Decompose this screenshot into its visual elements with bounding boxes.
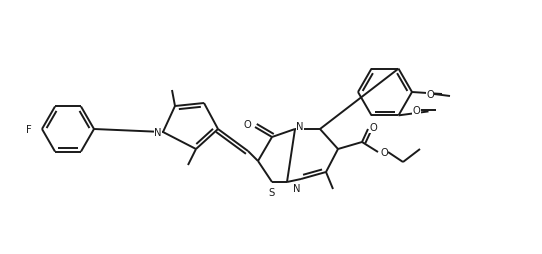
Text: S: S <box>269 187 275 197</box>
Text: O: O <box>243 120 251 130</box>
Text: O: O <box>369 122 377 133</box>
Text: F: F <box>26 124 32 134</box>
Text: O: O <box>426 90 434 100</box>
Text: O: O <box>380 147 388 157</box>
Text: O: O <box>412 106 421 116</box>
Text: N: N <box>293 183 301 193</box>
Text: N: N <box>154 128 162 137</box>
Text: N: N <box>296 121 304 132</box>
